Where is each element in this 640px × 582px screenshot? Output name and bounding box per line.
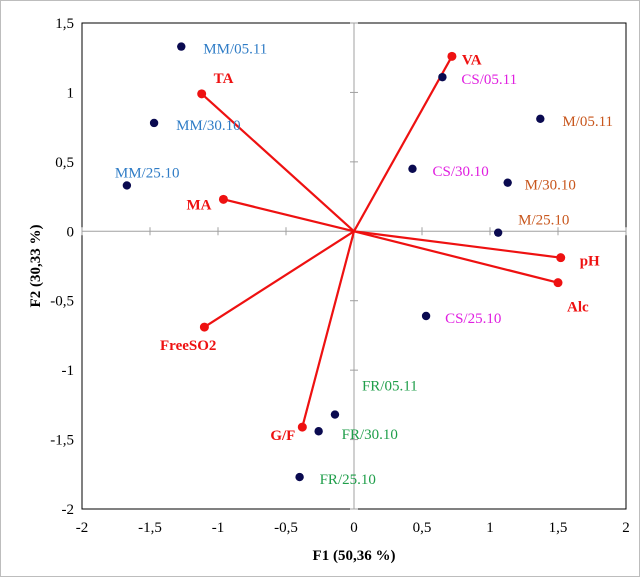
x-tick-label: 1,5 <box>549 520 568 536</box>
vector-end-ph <box>556 253 566 263</box>
x-tick-label: 0 <box>350 520 358 536</box>
observation-point-cs-05-11 <box>438 72 447 82</box>
vector-line-ta <box>200 93 355 233</box>
observation-point-fr-30-10 <box>314 427 323 436</box>
x-axis-title: F1 (50,36 %) <box>313 548 396 564</box>
vector-line-va <box>353 55 453 232</box>
x-tick-label: -1,5 <box>138 520 162 536</box>
vector-end-alc <box>553 278 563 288</box>
observation-label-fr-25-10: FR/25.10 <box>320 472 376 488</box>
observation-label-m-30-10: M/30.10 <box>525 178 576 194</box>
vector-end-g-f <box>297 422 307 432</box>
vector-line-freeso2 <box>203 230 355 329</box>
observation-label-cs-05-11: CS/05.11 <box>461 72 517 88</box>
observation-point-cs-30-10 <box>408 164 417 173</box>
observation-label-fr-05-11: FR/05.11 <box>362 379 418 395</box>
y-tick-label: 1 <box>67 85 75 101</box>
y-tick-label: -1,5 <box>50 433 74 449</box>
vector-end-ma <box>218 194 228 204</box>
observation-label-mm-30-10: MM/30.10 <box>176 118 241 134</box>
y-tick-label: 0 <box>67 224 75 240</box>
vector-end-va <box>447 51 457 61</box>
x-tick-label: -0,5 <box>274 520 298 536</box>
y-tick-label: -0,5 <box>50 294 74 310</box>
vector-line-g-f <box>301 231 356 428</box>
observation-label-cs-30-10: CS/30.10 <box>432 164 488 180</box>
x-tick-label: 2 <box>622 520 630 536</box>
observation-point-m-25-10 <box>493 228 503 237</box>
observation-point-m-05-11 <box>536 114 545 124</box>
vector-label-va: VA <box>462 52 482 68</box>
observation-point-m-30-10 <box>503 178 512 187</box>
vector-label-ma: MA <box>186 197 211 213</box>
observation-label-m-25-10: M/25.10 <box>518 213 569 229</box>
observation-point-mm-30-10 <box>149 118 159 128</box>
observation-label-mm-05-11: MM/05.11 <box>203 42 267 58</box>
observation-point-mm-25-10 <box>122 181 132 190</box>
y-tick-label: 0,5 <box>55 155 74 171</box>
vector-line-ma <box>223 198 355 233</box>
vector-line-ph <box>353 230 561 259</box>
vector-line-alc <box>353 230 559 284</box>
observation-point-fr-25-10 <box>295 472 304 482</box>
vector-end-ta <box>197 89 207 99</box>
y-axis-title: F2 (30,33 %) <box>28 225 44 308</box>
observation-label-cs-25-10: CS/25.10 <box>445 311 501 327</box>
observation-label-fr-30-10: FR/30.10 <box>342 427 398 443</box>
observation-point-fr-05-11 <box>330 410 340 419</box>
vector-label-freeso2: FreeSO2 <box>160 338 216 354</box>
observation-label-mm-25-10: MM/25.10 <box>115 165 180 181</box>
vector-label-g-f: G/F <box>270 428 295 444</box>
observation-label-m-05-11: M/05.11 <box>562 114 613 130</box>
observation-point-mm-05-11 <box>177 42 186 51</box>
vector-label-alc: Alc <box>567 300 589 316</box>
x-tick-label: -2 <box>76 520 89 536</box>
x-tick-label: 0,5 <box>413 520 432 536</box>
y-tick-label: 1,5 <box>55 16 74 32</box>
vector-label-ta: TA <box>214 71 234 87</box>
observation-points: MM/05.11 MM/30.10 MM/25.10 CS/05.11 CS/30.10… <box>115 42 613 488</box>
y-tick-label: -1 <box>62 363 75 379</box>
y-tick-label: -2 <box>62 502 75 518</box>
vector-end-freeso2 <box>199 322 209 332</box>
vector-label-ph: pH <box>580 254 600 270</box>
y-axis-ticks: -2 -1,5 -1 -0,5 0 0,5 1 1,5 <box>50 16 358 518</box>
variable-vectors: VA TA MA pH Alc FreeSO2 G/F <box>160 51 600 444</box>
x-tick-label: 1 <box>486 520 494 536</box>
observation-point-cs-25-10 <box>421 311 431 321</box>
x-tick-label: -1 <box>212 520 225 536</box>
x-axis-ticks: -2 -1,5 -1 -0,5 0 0,5 1 1,5 2 <box>76 227 630 536</box>
